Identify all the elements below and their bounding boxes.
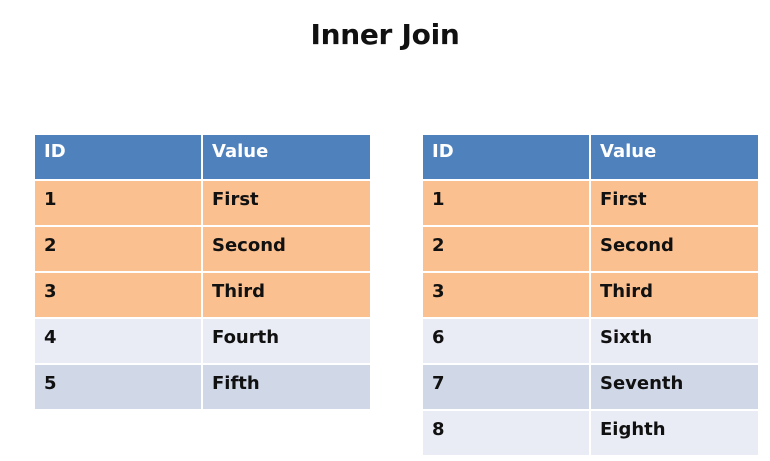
cell-value: Eighth <box>590 410 758 457</box>
cell-id: 5 <box>35 364 203 411</box>
cell-id: 7 <box>423 364 591 411</box>
table-header-row: ID Value <box>423 135 758 181</box>
right-table: ID Value 1 First 2 Second 3 Third 6 Sixth 7 Seven… <box>423 135 758 457</box>
matched-row: 2 Second <box>35 226 370 273</box>
cell-value: First <box>590 180 758 227</box>
table-row: 4 Fourth <box>35 318 370 365</box>
cell-value: Third <box>590 272 758 319</box>
matched-row: 3 Third <box>423 272 758 319</box>
cell-id: 1 <box>35 180 203 227</box>
cell-id: 3 <box>423 272 591 319</box>
right-table-body: 1 First 2 Second 3 Third 6 Sixth 7 Seventh 8 Eighth <box>423 180 758 457</box>
cell-id: 3 <box>35 272 203 319</box>
matched-row: 3 Third <box>35 272 370 319</box>
cell-value: Sixth <box>590 318 758 365</box>
cell-id: 6 <box>423 318 591 365</box>
table-row: 6 Sixth <box>423 318 758 365</box>
table-row: 5 Fifth <box>35 364 370 411</box>
cell-id: 1 <box>423 180 591 227</box>
cell-value: Second <box>590 226 758 273</box>
cell-id: 2 <box>35 226 203 273</box>
cell-value: First <box>202 180 370 227</box>
table-row: 7 Seventh <box>423 364 758 411</box>
cell-id: 2 <box>423 226 591 273</box>
cell-id: 8 <box>423 410 591 457</box>
matched-row: 1 First <box>35 180 370 227</box>
table-row: 8 Eighth <box>423 410 758 457</box>
cell-value: Seventh <box>590 364 758 411</box>
cell-id: 4 <box>35 318 203 365</box>
left-table: ID Value 1 First 2 Second 3 Third 4 Fourth 5 Fift… <box>35 135 370 411</box>
column-header-value: Value <box>590 135 758 181</box>
column-header-id: ID <box>35 135 203 181</box>
matched-row: 2 Second <box>423 226 758 273</box>
table-header-row: ID Value <box>35 135 370 181</box>
matched-row: 1 First <box>423 180 758 227</box>
column-header-value: Value <box>202 135 370 181</box>
cell-value: Fifth <box>202 364 370 411</box>
cell-value: Second <box>202 226 370 273</box>
page-title: Inner Join <box>310 18 460 51</box>
cell-value: Third <box>202 272 370 319</box>
cell-value: Fourth <box>202 318 370 365</box>
column-header-id: ID <box>423 135 591 181</box>
left-table-body: 1 First 2 Second 3 Third 4 Fourth 5 Fifth <box>35 180 370 411</box>
